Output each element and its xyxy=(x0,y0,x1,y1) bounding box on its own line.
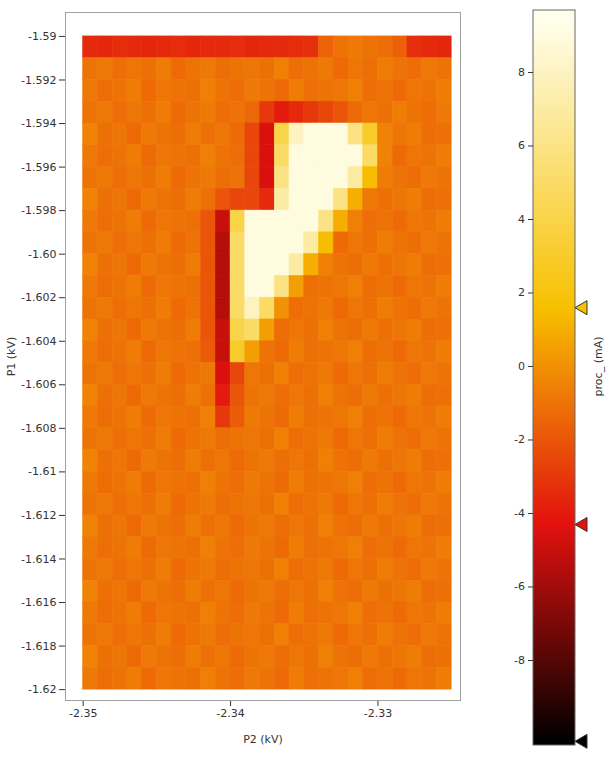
svg-text:-1.616: -1.616 xyxy=(21,596,56,609)
svg-text:-4: -4 xyxy=(514,507,525,520)
svg-text:-1.618: -1.618 xyxy=(21,640,56,653)
svg-text:-1.60: -1.60 xyxy=(28,248,56,261)
svg-text:-2.33: -2.33 xyxy=(364,707,392,720)
svg-text:-1.594: -1.594 xyxy=(21,117,56,130)
svg-text:-2.34: -2.34 xyxy=(216,707,244,720)
svg-text:-1.604: -1.604 xyxy=(21,335,56,348)
svg-text:P1 (kV): P1 (kV) xyxy=(5,337,18,377)
svg-text:-1.608: -1.608 xyxy=(21,422,56,435)
svg-text:8: 8 xyxy=(518,66,525,79)
svg-text:0: 0 xyxy=(518,360,525,373)
svg-text:-1.592: -1.592 xyxy=(21,74,56,87)
svg-text:-1.596: -1.596 xyxy=(21,161,56,174)
svg-text:2: 2 xyxy=(518,286,525,299)
svg-text:-1.614: -1.614 xyxy=(21,553,56,566)
svg-text:4: 4 xyxy=(518,213,525,226)
svg-text:6: 6 xyxy=(518,139,525,152)
svg-text:-1.612: -1.612 xyxy=(21,509,56,522)
svg-text:-1.61: -1.61 xyxy=(28,465,56,478)
svg-text:-6: -6 xyxy=(514,580,525,593)
svg-text:-1.59: -1.59 xyxy=(28,30,56,43)
svg-text:-8: -8 xyxy=(514,654,525,667)
svg-text:-1.62: -1.62 xyxy=(28,683,56,696)
svg-text:P2 (kV): P2 (kV) xyxy=(243,733,283,746)
svg-text:-1.602: -1.602 xyxy=(21,291,56,304)
svg-text:-1.598: -1.598 xyxy=(21,204,56,217)
svg-text:proc_ (mA): proc_ (mA) xyxy=(592,337,605,397)
svg-text:-1.606: -1.606 xyxy=(21,378,56,391)
svg-text:-2: -2 xyxy=(514,433,525,446)
svg-text:-2.35: -2.35 xyxy=(69,707,97,720)
